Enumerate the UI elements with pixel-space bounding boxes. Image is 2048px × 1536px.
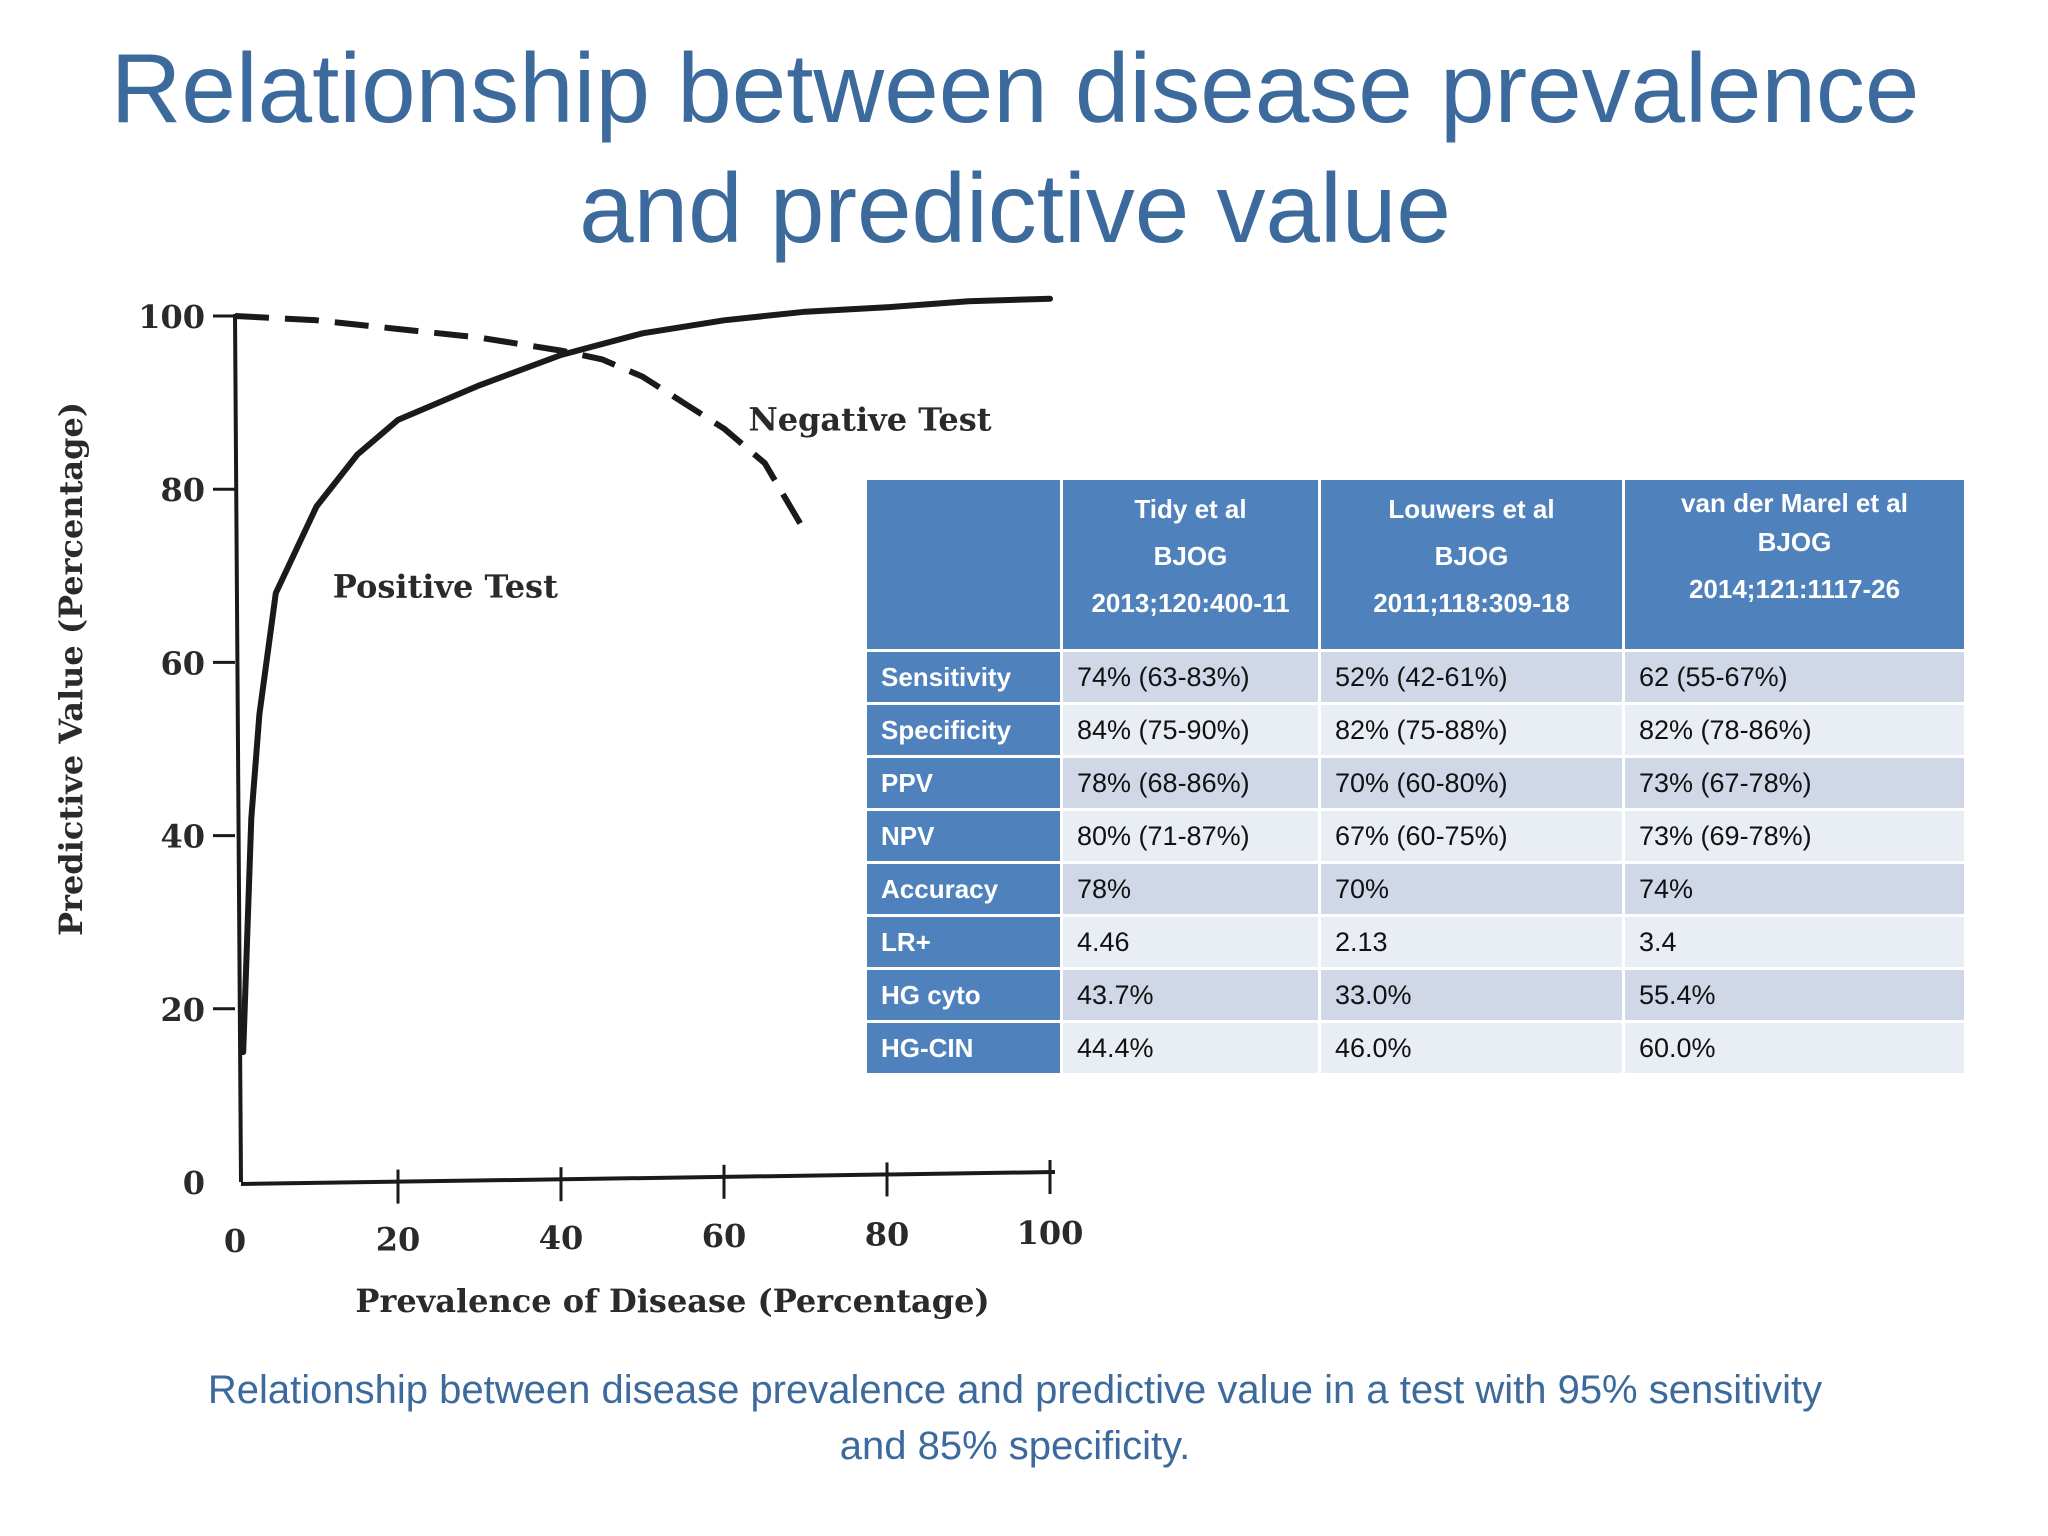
table-row-ppv: PPV 78% (68-86%) 70% (60-80%) 73% (67-78…: [864, 755, 1967, 811]
x-tick-label: 80: [865, 1216, 910, 1254]
table-cell: 62 (55-67%): [1622, 649, 1967, 705]
table-cell: 67% (60-75%): [1318, 808, 1625, 864]
table-row-accuracy: Accuracy 78% 70% 74%: [864, 861, 1967, 917]
row-label: Sensitivity: [864, 649, 1063, 705]
study-citation: 2014;121:1117-26: [1688, 574, 1901, 604]
study-citation: 2011;118:309-18: [1373, 588, 1570, 618]
positive-test-line: [240, 295, 1053, 1056]
table-row-hg-cyto: HG cyto 43.7% 33.0% 55.4%: [864, 967, 1967, 1023]
positive-test-label: Positive Test: [333, 567, 558, 605]
table-cell: 82% (78-86%): [1622, 702, 1967, 758]
table-cell: 3.4: [1622, 914, 1967, 970]
table-cell: 70%: [1318, 861, 1625, 917]
row-label: HG-CIN: [864, 1020, 1063, 1076]
table-cell: 70% (60-80%): [1318, 755, 1625, 811]
study-author: Louwers et al: [1388, 494, 1555, 524]
study-author: Tidy et al: [1134, 494, 1247, 524]
table-cell: 44.4%: [1060, 1020, 1321, 1076]
prevalence-chart: 0 20 40 60 80 100 0 20 40 60 80 100 Prevalence of Di…: [52, 295, 1083, 1320]
table-cell: 55.4%: [1622, 967, 1967, 1023]
table-cell: 78%: [1060, 861, 1321, 917]
y-tick-label: 100: [138, 298, 205, 336]
title-line-2: and predictive value: [579, 153, 1451, 263]
row-label: LR+: [864, 914, 1063, 970]
x-axis-line: [240, 1170, 1056, 1186]
slide-title: Relationship between disease prevalence …: [0, 28, 2030, 268]
y-tick-label: 80: [160, 471, 205, 509]
table-cell: 52% (42-61%): [1318, 649, 1625, 705]
caption-line-1: Relationship between disease prevalence …: [207, 1368, 1823, 1412]
negative-test-label: Negative Test: [748, 400, 991, 438]
y-axis-title: Predictive Value (Percentage): [52, 402, 90, 936]
study-comparison-table: Tidy et al BJOG 2013;120:400-11 Louwers …: [864, 477, 1967, 1076]
row-label: PPV: [864, 755, 1063, 811]
y-tick-label: 0: [183, 1164, 205, 1202]
study-journal: BJOG: [1757, 527, 1832, 557]
y-axis-line: [233, 313, 243, 1183]
table-cell: 80% (71-87%): [1060, 808, 1321, 864]
chart-series: [234, 295, 1053, 1056]
study-author: van der Marel et al: [1681, 488, 1908, 518]
x-axis-title: Prevalence of Disease (Percentage): [355, 1282, 989, 1320]
table-cell: 82% (75-88%): [1318, 702, 1625, 758]
row-label: Accuracy: [864, 861, 1063, 917]
title-line-1: Relationship between disease prevalence: [110, 33, 1920, 143]
row-label: HG cyto: [864, 967, 1063, 1023]
table-cell: 74% (63-83%): [1060, 649, 1321, 705]
table-row-specificity: Specificity 84% (75-90%) 82% (75-88%) 82…: [864, 702, 1967, 758]
study-journal: BJOG: [1153, 541, 1228, 571]
x-tick-label: 20: [376, 1220, 421, 1258]
table-row-hg-cin: HG-CIN 44.4% 46.0% 60.0%: [864, 1020, 1967, 1076]
study-header-louwers: Louwers et al BJOG 2011;118:309-18: [1318, 477, 1625, 652]
table-cell: 60.0%: [1622, 1020, 1967, 1076]
caption-line-2: and 85% specificity.: [839, 1424, 1191, 1468]
table-header-row: Tidy et al BJOG 2013;120:400-11 Louwers …: [864, 477, 1967, 652]
row-label: Specificity: [864, 702, 1063, 758]
figure-caption: Relationship between disease prevalence …: [0, 1362, 2030, 1474]
chart-axes: [213, 313, 1056, 1204]
table-cell: 73% (67-78%): [1622, 755, 1967, 811]
y-tick-label: 40: [160, 818, 205, 856]
study-citation: 2013;120:400-11: [1091, 588, 1290, 618]
table-row-lr-plus: LR+ 4.46 2.13 3.4: [864, 914, 1967, 970]
study-header-tidy: Tidy et al BJOG 2013;120:400-11: [1060, 477, 1321, 652]
negative-test-line: [234, 313, 809, 535]
table-cell: 2.13: [1318, 914, 1625, 970]
x-tick-label: 0: [224, 1222, 246, 1260]
table-cell: 4.46: [1060, 914, 1321, 970]
table-cell: 74%: [1622, 861, 1967, 917]
x-tick-label: 100: [1017, 1214, 1084, 1252]
chart-labels: 0 20 40 60 80 100 0 20 40 60 80 100 Prevalence of Di…: [52, 298, 1083, 1320]
table-cell: 43.7%: [1060, 967, 1321, 1023]
study-journal: BJOG: [1434, 541, 1509, 571]
y-tick-label: 20: [160, 991, 205, 1029]
table-cell: 84% (75-90%): [1060, 702, 1321, 758]
table-cell: 46.0%: [1318, 1020, 1625, 1076]
table-cell: 73% (69-78%): [1622, 808, 1967, 864]
x-tick-label: 40: [539, 1219, 584, 1257]
table-cell: 78% (68-86%): [1060, 755, 1321, 811]
table-corner-cell: [864, 477, 1063, 652]
table-cell: 33.0%: [1318, 967, 1625, 1023]
y-tick-label: 60: [160, 644, 205, 682]
table-row-sensitivity: Sensitivity 74% (63-83%) 52% (42-61%) 62…: [864, 649, 1967, 705]
x-tick-label: 60: [702, 1217, 747, 1255]
row-label: NPV: [864, 808, 1063, 864]
study-header-van-der-marel: van der Marel et al BJOG 2014;121:1117-2…: [1622, 477, 1967, 652]
table-row-npv: NPV 80% (71-87%) 67% (60-75%) 73% (69-78…: [864, 808, 1967, 864]
